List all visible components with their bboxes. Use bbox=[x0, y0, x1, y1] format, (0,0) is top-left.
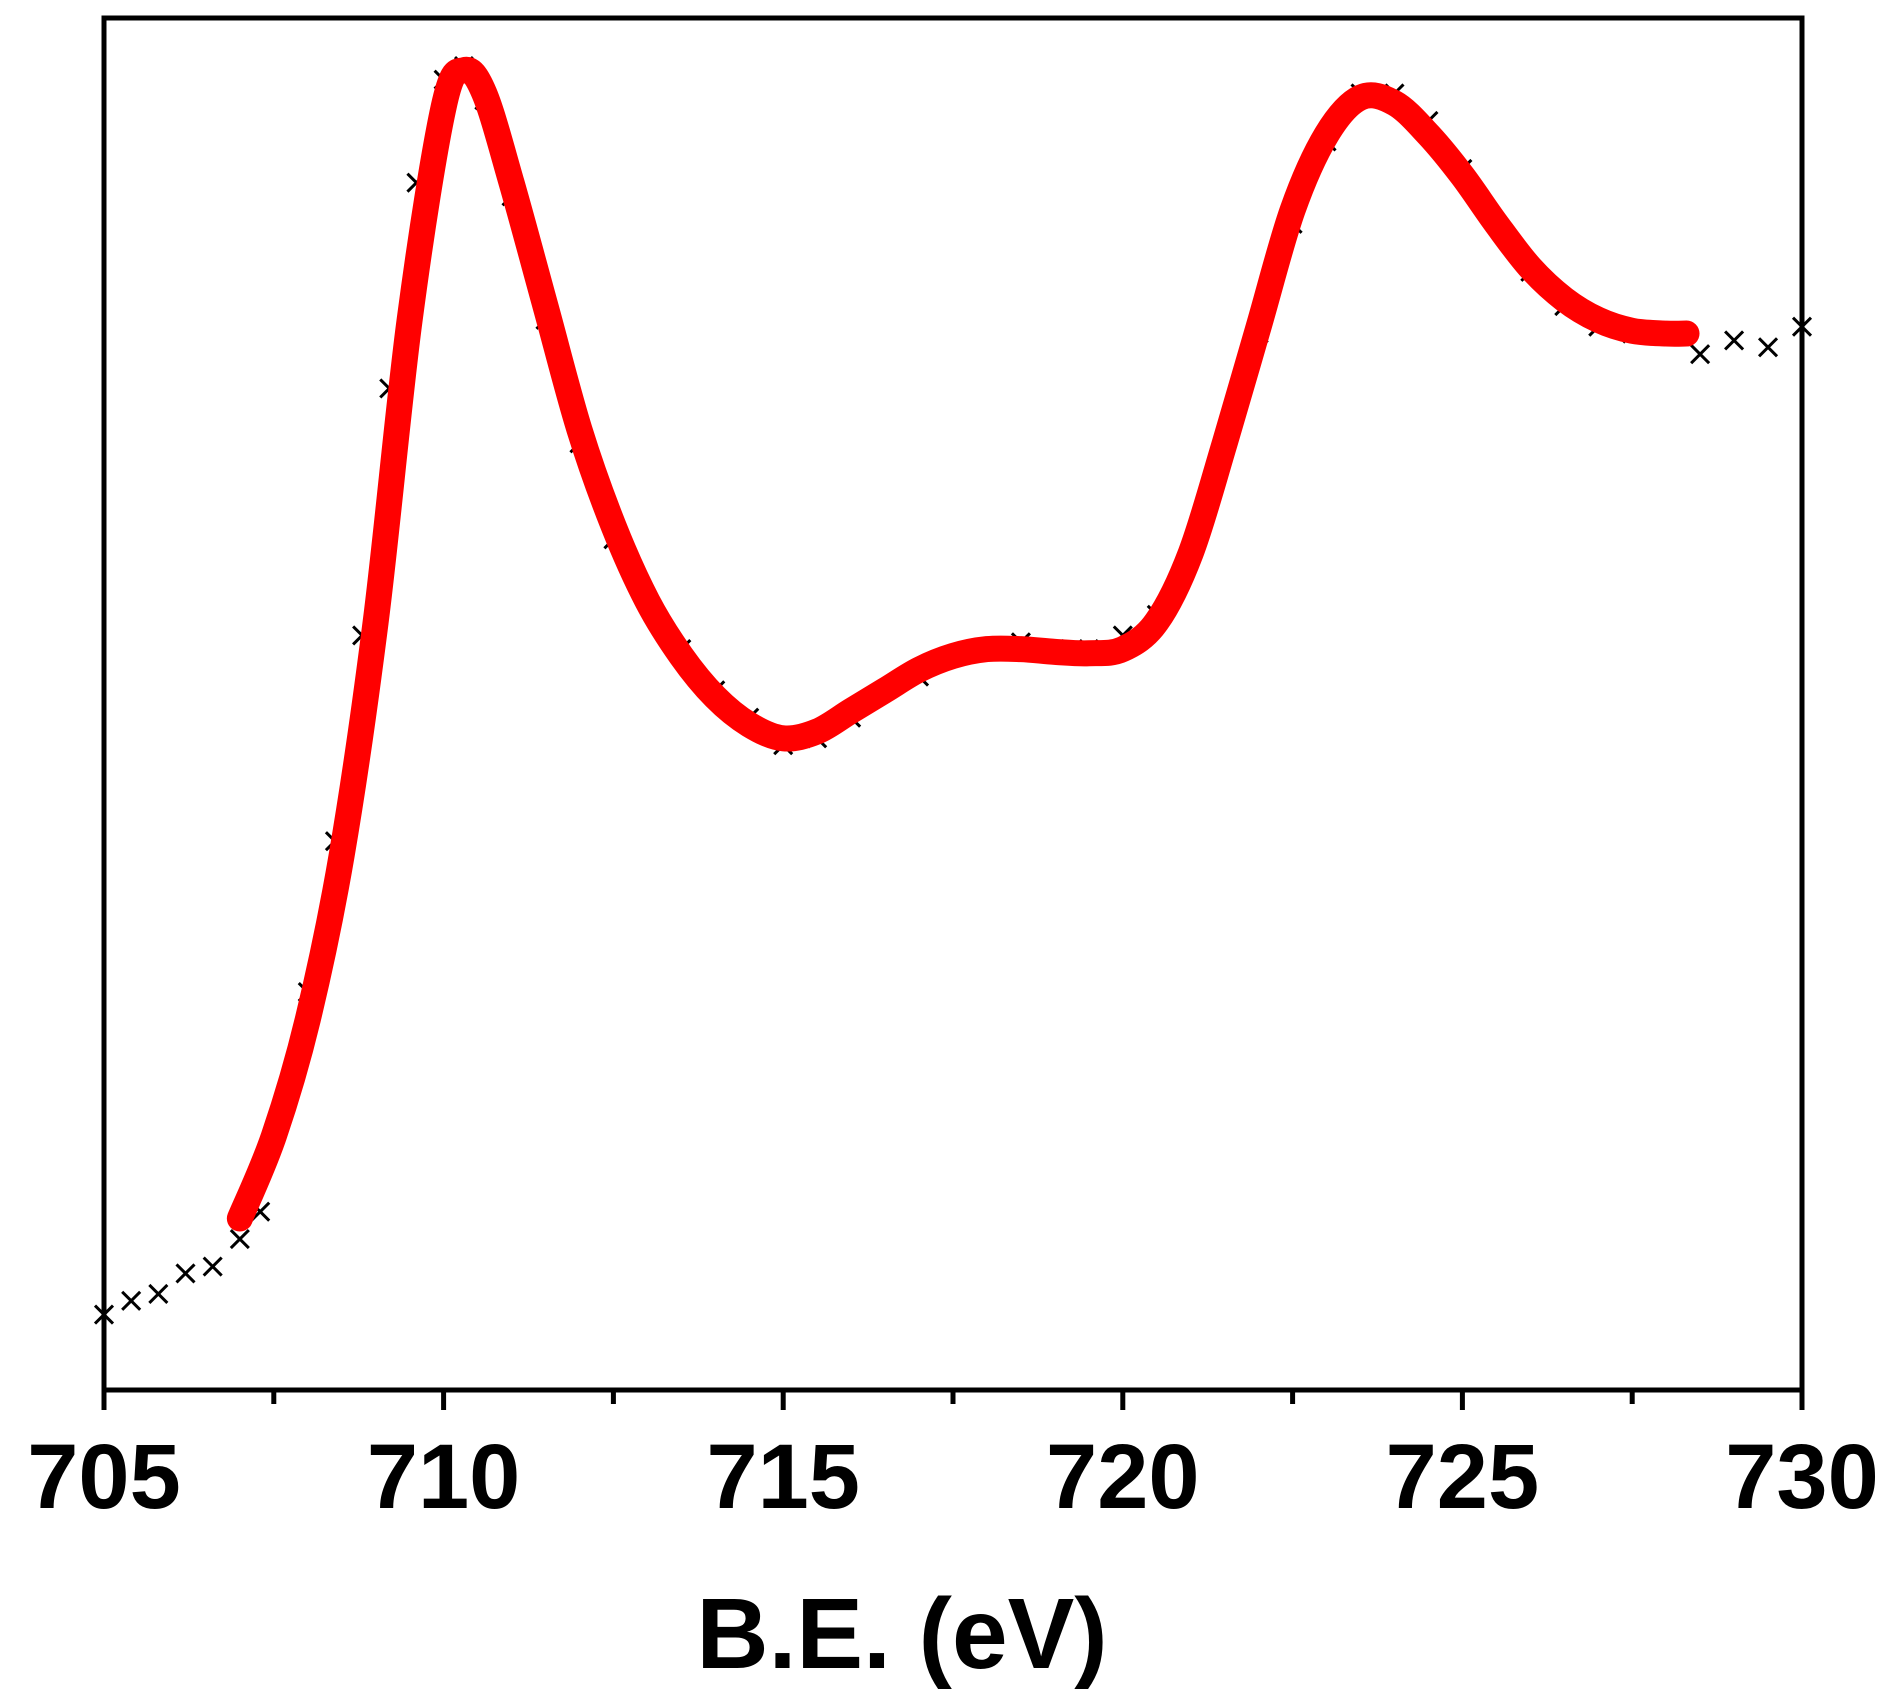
scatter-point bbox=[148, 1283, 169, 1305]
x-tick-label: 715 bbox=[706, 1426, 860, 1528]
scatter-point bbox=[93, 1304, 115, 1325]
scatter-point bbox=[1690, 344, 1711, 365]
scatter-point bbox=[121, 1290, 142, 1311]
scatter-point bbox=[1757, 337, 1779, 358]
x-axis-title: B.E. (eV) bbox=[696, 1578, 1107, 1690]
scatter-point bbox=[229, 1229, 250, 1250]
scatter-point bbox=[202, 1256, 223, 1277]
x-tick-label: 730 bbox=[1725, 1426, 1879, 1528]
scatter-point bbox=[1724, 330, 1745, 351]
x-tick-label: 720 bbox=[1046, 1426, 1200, 1528]
x-tick-label: 725 bbox=[1386, 1426, 1540, 1528]
fit-line bbox=[226, 56, 1700, 1232]
scatter-series bbox=[93, 55, 1813, 1325]
x-axis-ticks bbox=[101, 1390, 1805, 1410]
scatter-point bbox=[1791, 316, 1813, 337]
scatter-point bbox=[175, 1263, 196, 1284]
x-tick-label: 705 bbox=[27, 1426, 181, 1528]
x-axis-tick-labels: 705 710 715 720 725 730 bbox=[27, 1426, 1879, 1528]
x-tick-label: 710 bbox=[367, 1426, 521, 1528]
